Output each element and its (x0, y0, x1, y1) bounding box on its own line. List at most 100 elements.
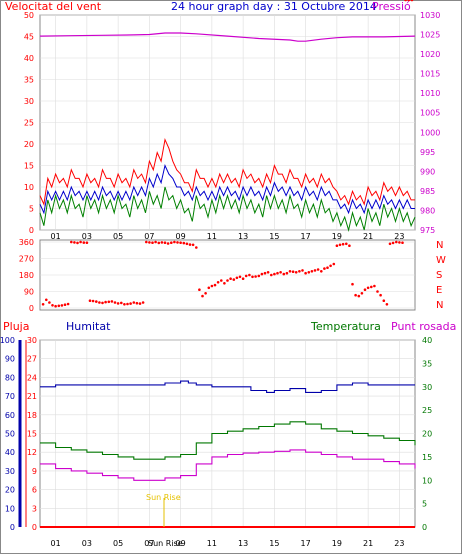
direction-point (216, 281, 220, 284)
direction-tick-label: 90 (24, 288, 34, 297)
pressure-tick-label: 1015 (420, 70, 440, 79)
humidity-tick-label: 40 (5, 448, 15, 457)
wind-tick-label: 0 (29, 226, 34, 235)
x-tick-label-bottom: 09 (176, 539, 186, 548)
direction-point (70, 240, 73, 244)
temperature-right-tick-label: 10 (422, 476, 432, 485)
temperature-right-tick-label: 35 (422, 359, 432, 368)
x-tick-label-top: 21 (363, 232, 373, 241)
direction-point (282, 272, 286, 276)
chart-title: 24 hour graph day : 31 Octubre 2014 (171, 0, 377, 13)
direction-point (57, 304, 61, 308)
wind-series-group (39, 32, 416, 232)
direction-point (316, 268, 320, 271)
x-tick-label-bottom: 17 (301, 539, 311, 548)
humidity-tick-label: 90 (5, 355, 15, 364)
direction-point (173, 240, 176, 244)
direction-point (360, 292, 364, 295)
temperature-right-axis: 0 5 10 15 20 25 30 35 40 (422, 336, 432, 532)
humidity-tick-label: 20 (5, 486, 15, 495)
direction-point (248, 273, 251, 277)
direction-point (304, 271, 307, 275)
direction-point (145, 240, 148, 244)
pressure-tick-label: 1005 (420, 109, 440, 118)
temperature-left-axis: 0 3 6 9 12 15 18 21 24 27 30 (27, 336, 37, 532)
direction-point (132, 301, 136, 304)
direction-point (182, 241, 186, 245)
temperature-label: Temperatura (310, 320, 381, 333)
direction-point (98, 301, 101, 304)
direction-point (88, 299, 92, 303)
direction-point (298, 270, 301, 273)
direction-point (76, 241, 79, 245)
x-tick-label-bottom: 23 (394, 539, 404, 548)
direction-point (213, 283, 217, 287)
direction-point (113, 301, 117, 304)
direction-point (82, 241, 86, 244)
direction-points (41, 0, 414, 308)
direction-point (201, 294, 204, 298)
humidity-tick-label: 70 (5, 392, 15, 401)
direction-point (91, 299, 95, 303)
x-tick-label-top: 01 (51, 232, 61, 241)
direction-point (257, 274, 261, 278)
direction-point (398, 241, 401, 244)
direction-point (73, 241, 76, 244)
rain-label: Pluja (3, 320, 29, 333)
temperature-right-tick-label: 15 (422, 453, 432, 462)
direction-point (313, 269, 317, 272)
direction-point (66, 302, 70, 306)
direction-point (310, 270, 314, 273)
direction-point (232, 278, 236, 281)
direction-point (370, 285, 373, 289)
direction-point (148, 241, 151, 244)
x-tick-label-bottom: 13 (238, 539, 248, 548)
direction-point (341, 242, 345, 246)
direction-point (157, 241, 161, 245)
direction-point (63, 303, 67, 307)
series-line-temperature (40, 421, 416, 460)
direction-point (385, 303, 389, 306)
compass-label: N (436, 300, 443, 311)
direction-point (238, 275, 242, 279)
direction-point (51, 304, 54, 307)
temperature-left-tick-label: 30 (27, 336, 37, 345)
direction-point (404, 0, 407, 2)
humidity-tick-label: 30 (5, 467, 15, 476)
humidity-tick-label: 10 (5, 504, 15, 513)
humidity-tick-label: 100 (0, 336, 15, 345)
direction-point (263, 271, 267, 275)
direction-point (363, 288, 367, 292)
temperature-left-tick-label: 9 (32, 467, 37, 476)
pressure-tick-label: 995 (420, 148, 435, 157)
humidity-label: Humitat (66, 320, 111, 333)
pressure-tick-label: 1025 (420, 31, 440, 40)
direction-point (210, 284, 214, 288)
temperature-right-tick-label: 40 (422, 336, 432, 345)
direction-point (154, 240, 157, 244)
series-line-wind-minimum (39, 186, 416, 232)
temperature-right-tick-label: 25 (422, 406, 432, 415)
compass-label: N (436, 240, 443, 251)
direction-point (204, 292, 207, 295)
direction-point (351, 282, 354, 286)
wind-tick-label: 30 (24, 97, 34, 106)
direction-point (266, 271, 270, 274)
pressure-tick-label: 990 (420, 167, 435, 176)
direction-point (335, 244, 339, 247)
x-tick-label-top: 07 (144, 232, 154, 241)
direction-point (151, 241, 154, 244)
direction-point (279, 271, 282, 274)
direction-point (338, 243, 342, 247)
direction-point (123, 303, 126, 306)
direction-point (270, 273, 273, 277)
direction-point (345, 242, 348, 246)
direction-point (354, 293, 357, 297)
x-tick-label-top: 03 (82, 232, 92, 241)
temperature-left-tick-label: 0 (32, 523, 37, 532)
series-line-dewpoint (40, 449, 416, 481)
compass-label: W (436, 255, 446, 266)
sunrise-label: Sun Rise (146, 493, 181, 502)
